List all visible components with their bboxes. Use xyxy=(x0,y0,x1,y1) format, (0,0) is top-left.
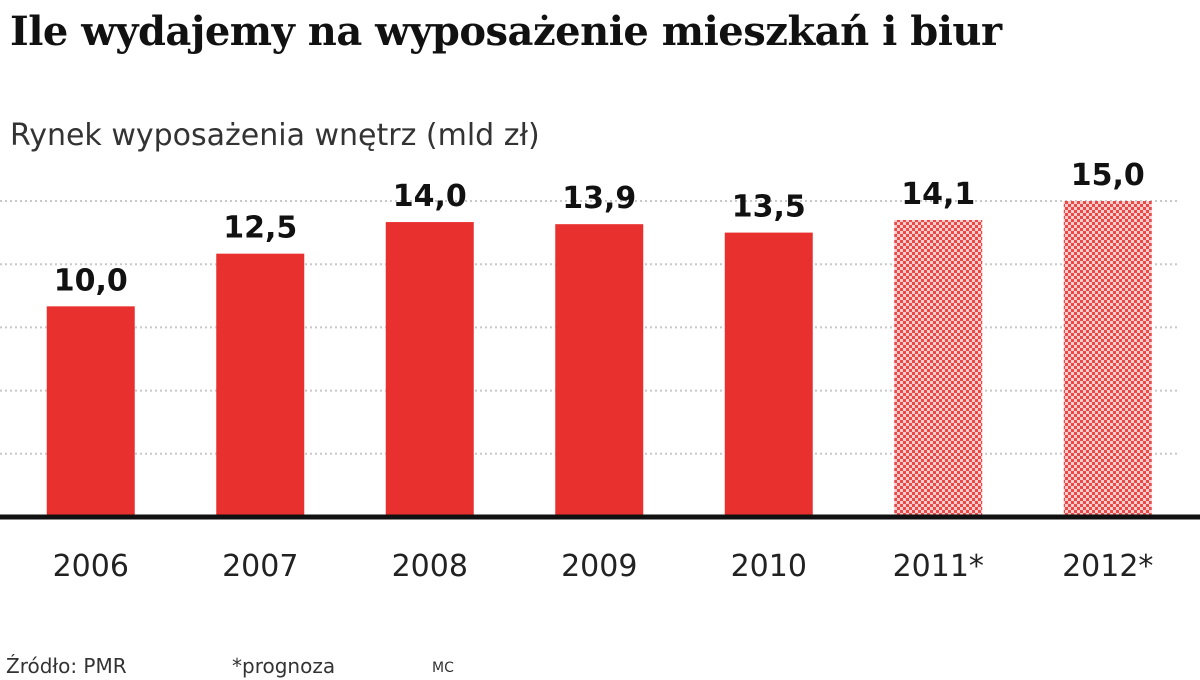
credit-mark: MC xyxy=(432,660,454,676)
bar-value-label: 10,0 xyxy=(54,263,128,298)
x-tick-label: 2007 xyxy=(222,549,298,584)
chart-title: Ile wydajemy na wyposażenie mieszkań i b… xyxy=(10,8,1002,55)
bar xyxy=(46,306,135,517)
bar-value-label: 13,5 xyxy=(732,190,806,225)
bar xyxy=(216,253,305,517)
bar xyxy=(724,232,813,517)
x-tick-label: 2011* xyxy=(893,549,984,584)
bar-value-label: 15,0 xyxy=(1071,158,1145,193)
bar xyxy=(385,222,474,518)
footer: Źródło: PMR *prognoza MC xyxy=(0,654,1200,680)
bar-value-label: 13,9 xyxy=(562,181,636,216)
forecast-note: *prognoza xyxy=(232,654,336,678)
x-tick-label: 2008 xyxy=(392,549,468,584)
forecast-bar xyxy=(1063,201,1152,517)
bar xyxy=(555,224,644,517)
bar-chart: 10,012,514,0 13,9 13,5 14,115,0 2006 2007 200… xyxy=(0,158,1200,584)
source-note: Źródło: PMR xyxy=(6,654,127,678)
bars xyxy=(46,201,1152,518)
x-tick-label: 2010 xyxy=(731,549,807,584)
chart-subtitle: Rynek wyposażenia wnętrz (mld zł) xyxy=(10,118,540,153)
value-labels: 10,0 12,5 14,0 13,9 13,5 14,1 15,0 xyxy=(54,158,1145,298)
bar-value-label: 12,5 xyxy=(223,211,297,246)
x-axis-ticks: 2006 2007 2008 2009 2010 2011* 2012* xyxy=(53,549,1154,584)
forecast-bar xyxy=(894,219,983,517)
bar-value-label: 14,0 xyxy=(393,179,467,214)
bar-value-label: 14,1 xyxy=(901,177,975,212)
x-tick-label: 2012* xyxy=(1062,549,1153,584)
x-tick-label: 2006 xyxy=(53,549,129,584)
x-tick-label: 2009 xyxy=(561,549,637,584)
